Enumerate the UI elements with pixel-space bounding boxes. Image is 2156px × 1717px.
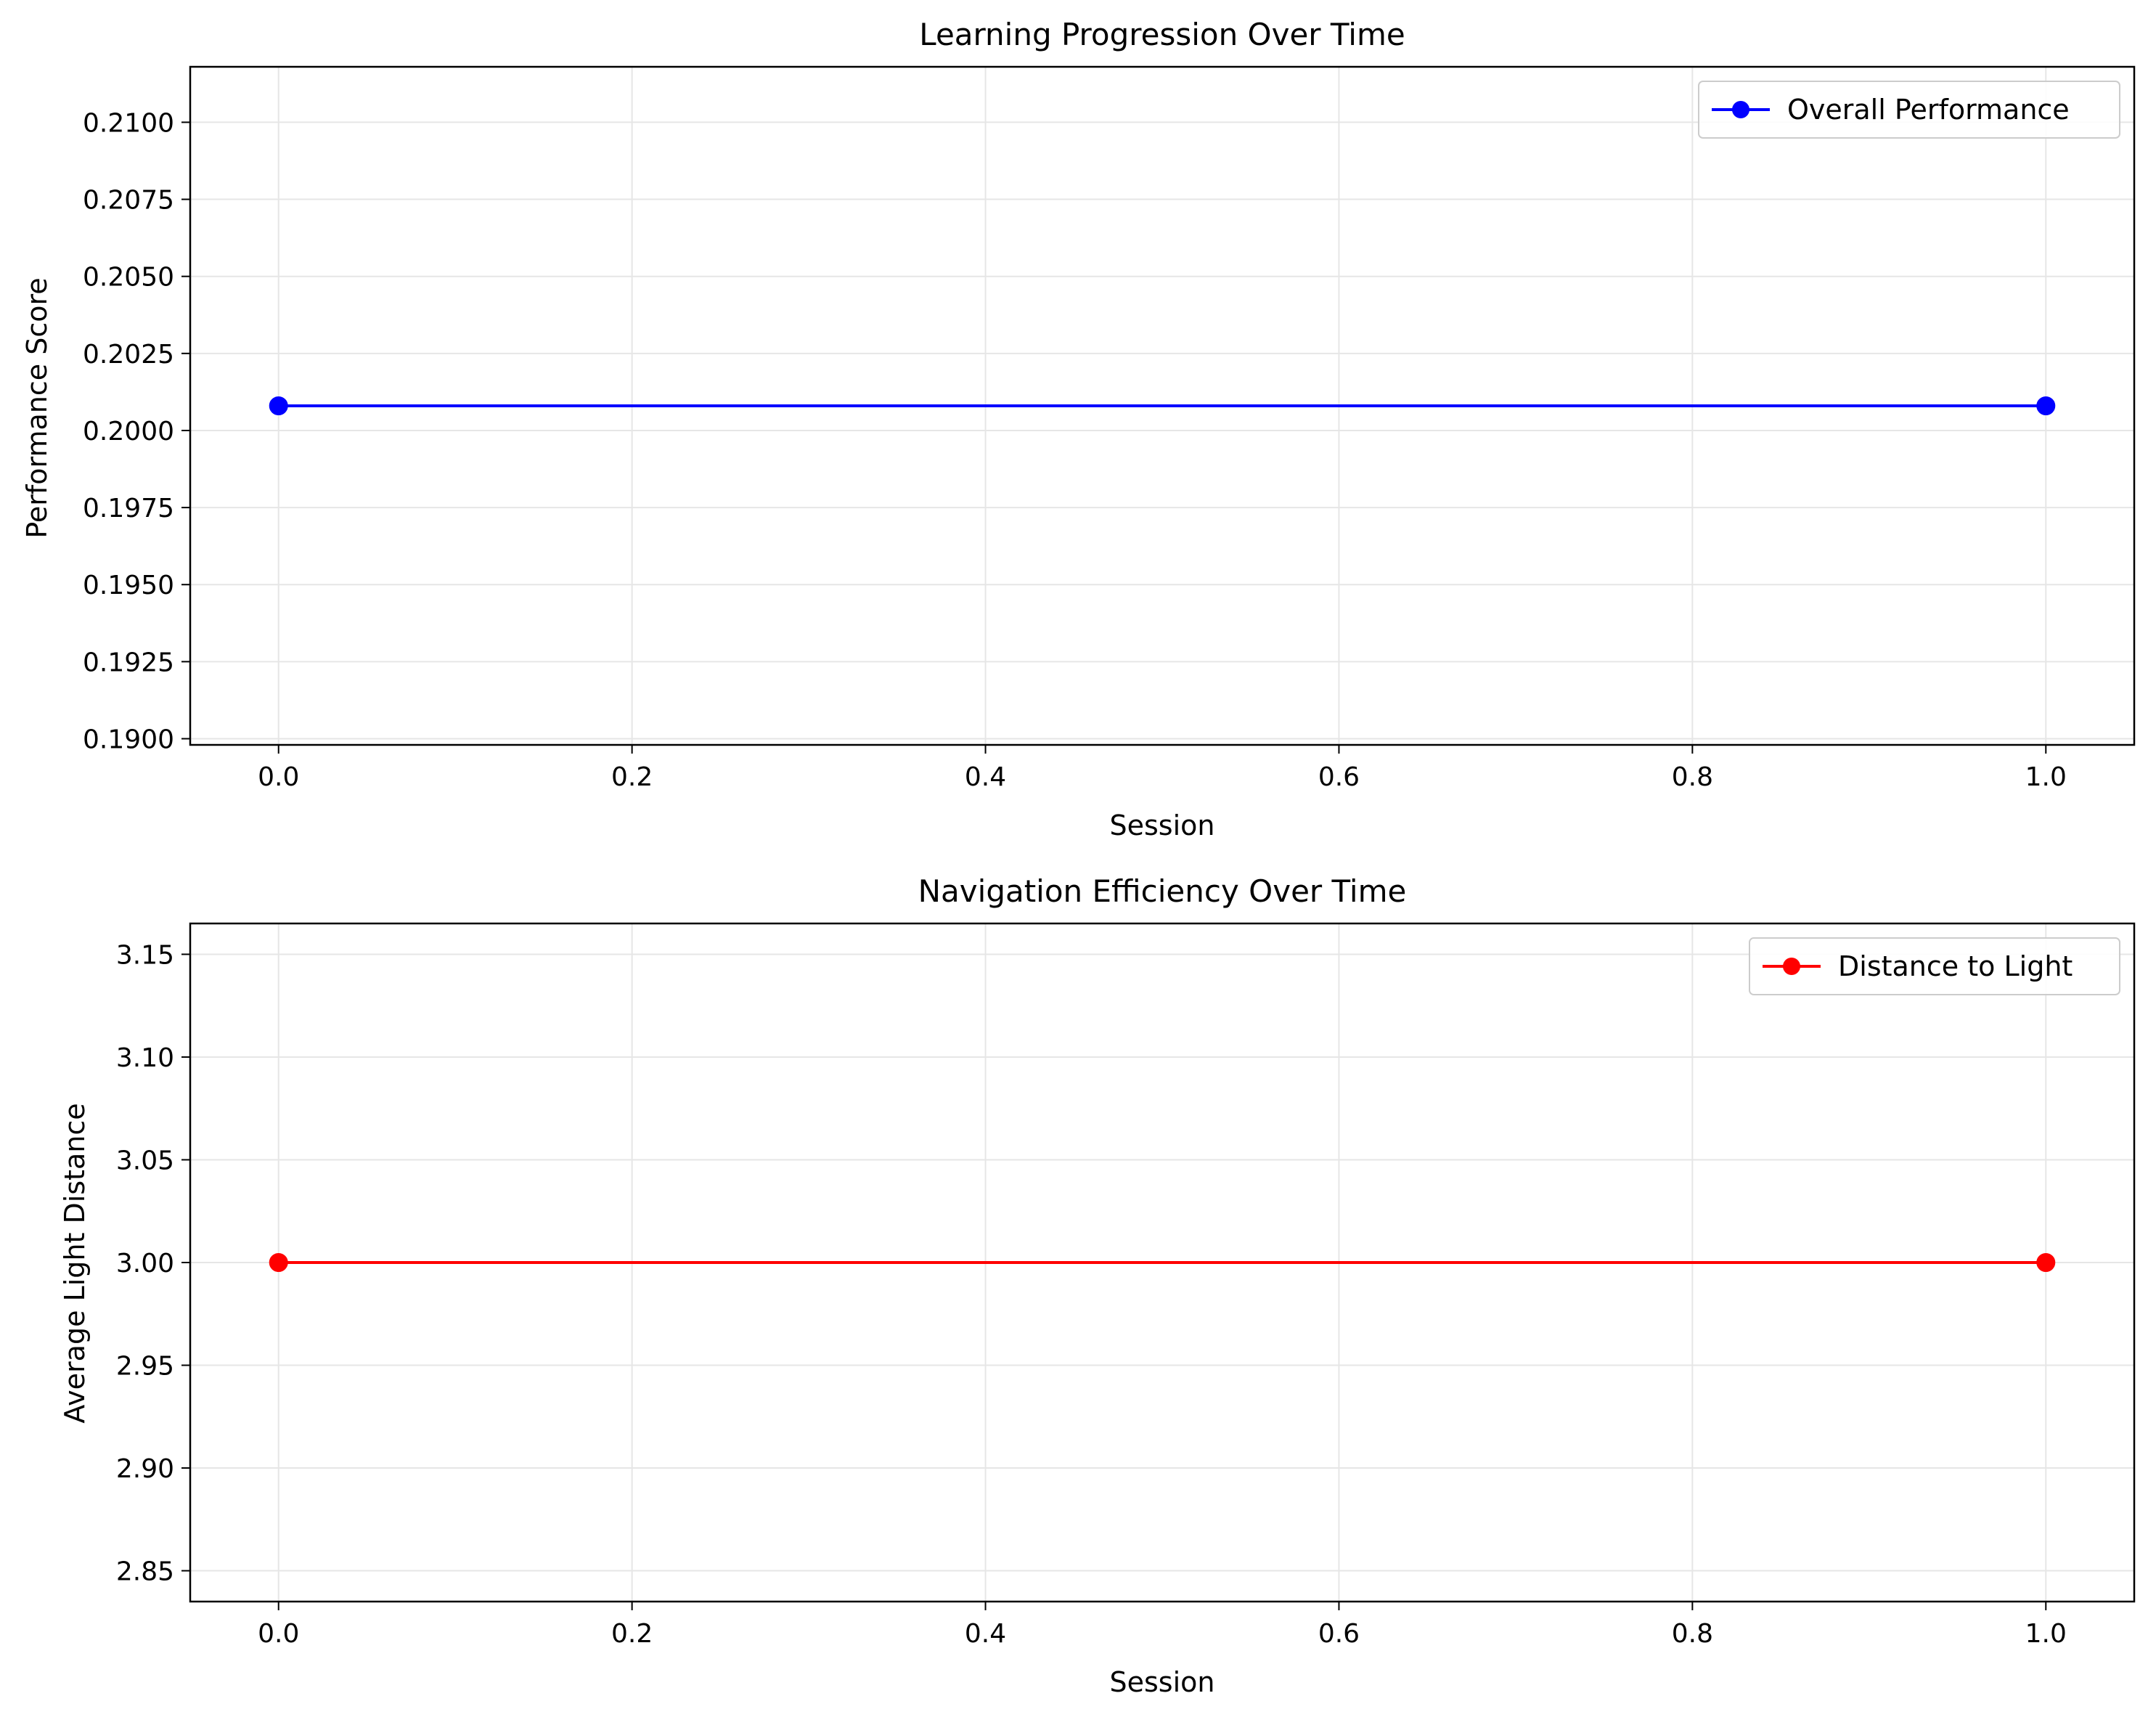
axes-frame	[189, 922, 2136, 1603]
y-tick-label: 0.1950	[83, 571, 174, 600]
x-tick-label: 0.6	[1318, 762, 1360, 792]
y-tick-label: 0.2025	[83, 340, 174, 370]
x-axis-label: Session	[1110, 809, 1215, 841]
legend-box	[1749, 937, 2120, 995]
data-point	[269, 1253, 288, 1272]
y-tick-label: 3.05	[116, 1146, 174, 1175]
x-tick-label: 1.0	[2025, 762, 2067, 792]
x-tick-label: 0.4	[965, 1619, 1006, 1649]
x-tick-label: 0.8	[1672, 762, 1713, 792]
x-tick-label: 0.4	[965, 762, 1006, 792]
chart-title: Navigation Efficiency Over Time	[918, 873, 1407, 909]
x-tick-label: 0.6	[1318, 1619, 1360, 1649]
x-tick-label: 0.0	[258, 762, 299, 792]
y-tick-label: 2.95	[116, 1352, 174, 1382]
data-point	[2036, 1253, 2056, 1272]
y-tick-label: 0.1900	[83, 725, 174, 755]
y-tick-label: 0.2050	[83, 263, 174, 293]
x-tick-label: 1.0	[2025, 1619, 2067, 1649]
y-tick-label: 0.2075	[83, 186, 174, 216]
x-tick-label: 0.2	[611, 1619, 653, 1649]
data-point	[2036, 396, 2056, 415]
y-axis-label: Average Light Distance	[59, 1103, 91, 1423]
y-tick-label: 0.2100	[83, 108, 174, 138]
legend-entry-label: Distance to Light	[1838, 950, 2073, 982]
x-axis-label: Session	[1110, 1666, 1215, 1698]
chart-panel-navigation: Navigation Efficiency Over Time Session …	[59, 873, 2136, 1698]
legend-marker-swatch	[1783, 958, 1800, 975]
x-tick-label: 0.2	[611, 762, 653, 792]
y-tick-label: 0.1975	[83, 494, 174, 523]
legend-entry-label: Overall Performance	[1787, 94, 2070, 126]
legend-marker-swatch	[1732, 101, 1749, 118]
x-tick-label: 0.0	[258, 1619, 299, 1649]
y-axis-label: Performance Score	[21, 277, 53, 538]
y-tick-label: 2.85	[116, 1557, 174, 1587]
y-tick-label: 3.10	[116, 1043, 174, 1073]
data-point	[269, 396, 288, 415]
legend-box	[1698, 81, 2120, 139]
y-tick-label: 2.90	[116, 1454, 174, 1484]
y-tick-label: 0.2000	[83, 417, 174, 446]
y-tick-label: 3.00	[116, 1249, 174, 1278]
y-tick-label: 3.15	[116, 940, 174, 970]
chart-panel-performance: Learning Progression Over Time Session P…	[21, 17, 2136, 841]
y-tick-label: 0.1925	[83, 648, 174, 677]
axes-frame	[189, 65, 2136, 746]
x-tick-label: 0.8	[1672, 1619, 1713, 1649]
chart-title: Learning Progression Over Time	[919, 17, 1405, 52]
